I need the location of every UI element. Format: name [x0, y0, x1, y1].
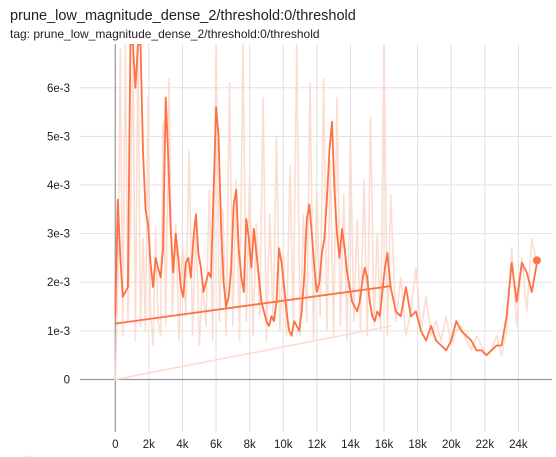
y-tick-label: 6e-3 [47, 83, 70, 95]
x-tick-label: 12k [308, 439, 327, 451]
x-axis-tick-labels: 0 2k 4k 6k 8k 10k 12k 14k 16k 18k 20k 22k 24k [112, 439, 528, 451]
raw-series-line [114, 325, 392, 381]
chevron-down-icon [24, 455, 32, 457]
x-tick-label: 14k [341, 439, 360, 451]
x-tick-label: 20k [442, 439, 461, 451]
x-tick-label: 16k [375, 439, 394, 451]
chart-extras [24, 256, 541, 457]
x-tick-label: 18k [408, 439, 427, 451]
y-tick-label: 2e-3 [47, 277, 70, 289]
x-tick-label: 22k [476, 439, 495, 451]
y-tick-label: 0 [64, 374, 70, 386]
chart-title: prune_low_magnitude_dense_2/threshold:0/… [10, 8, 356, 24]
x-tick-label: 0 [112, 439, 118, 451]
x-tick-label: 4k [176, 439, 188, 451]
x-tick-label: 8k [244, 439, 256, 451]
x-tick-label: 2k [143, 439, 155, 451]
y-tick-label: 3e-3 [47, 229, 70, 241]
series-layer [114, 44, 538, 381]
y-tick-label: 4e-3 [47, 180, 70, 192]
smoothed-series-line [389, 261, 538, 357]
x-tick-label: 6k [210, 439, 222, 451]
y-tick-label: 5e-3 [47, 131, 70, 143]
smoothed-series-line [114, 285, 392, 325]
x-tick-label: 24k [509, 439, 528, 451]
y-axis-tick-labels: 0 1e-3 2e-3 3e-3 4e-3 5e-3 6e-3 [47, 83, 70, 387]
smoothed-series-line [114, 44, 392, 337]
chart-tag-subtitle: tag: prune_low_magnitude_dense_2/thresho… [10, 27, 320, 41]
last-value-dot [532, 256, 541, 265]
x-tick-label: 10k [274, 439, 293, 451]
y-tick-label: 1e-3 [47, 326, 70, 338]
